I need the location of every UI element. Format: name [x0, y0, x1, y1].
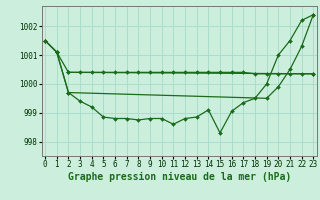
X-axis label: Graphe pression niveau de la mer (hPa): Graphe pression niveau de la mer (hPa)	[68, 172, 291, 182]
